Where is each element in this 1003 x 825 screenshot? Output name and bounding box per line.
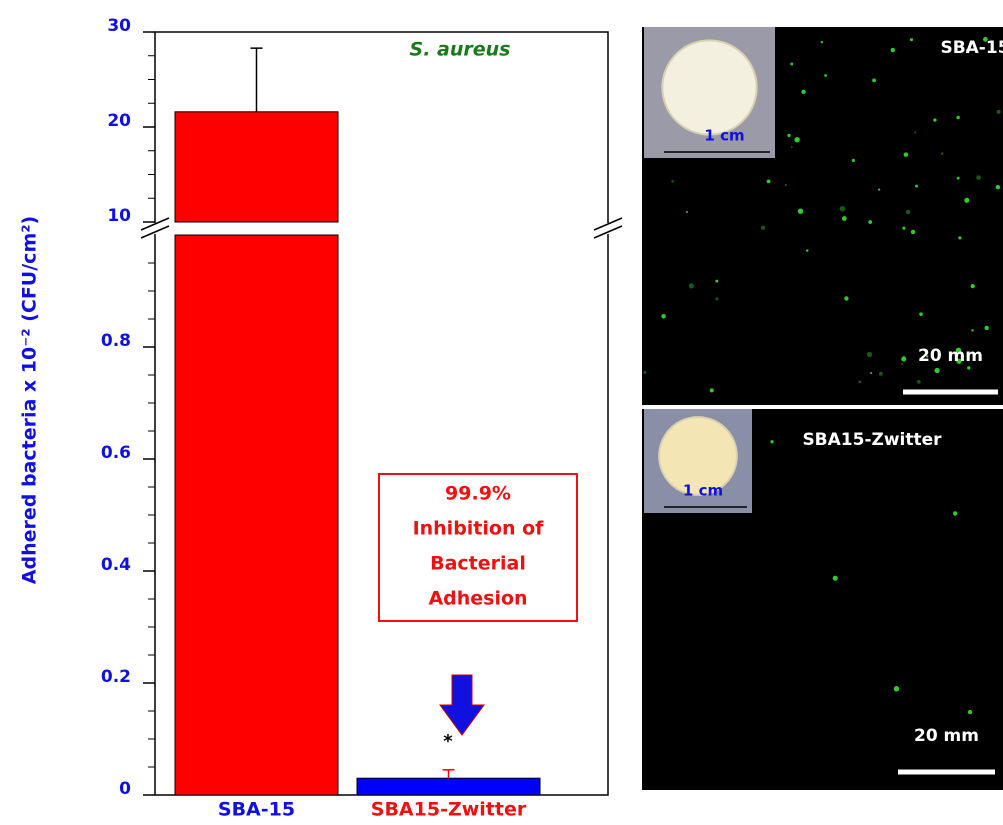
fluorescent-dot <box>821 41 823 43</box>
fluorescent-dot <box>902 227 905 230</box>
fluorescent-dot <box>906 210 910 214</box>
fluorescent-dot <box>933 118 936 121</box>
fluorescent-dot <box>919 312 923 316</box>
fluorescent-dot <box>686 211 688 213</box>
y-tick-label: 0 <box>119 779 131 799</box>
fluorescent-dot <box>910 38 913 41</box>
fluorescent-dot <box>867 352 872 357</box>
fluorescent-dot <box>901 357 906 362</box>
fluorescent-dot <box>872 78 876 82</box>
y-tick-label: 0.6 <box>101 443 131 463</box>
fluorescent-dot <box>715 297 718 300</box>
fluorescent-dot <box>643 371 646 374</box>
fluorescent-dot <box>761 226 765 230</box>
fluorescent-dot <box>844 296 848 300</box>
y-tick-label: 0.2 <box>101 667 131 687</box>
inset-scale-label: 1 cm <box>683 482 723 500</box>
annotation-text: Bacterial <box>430 553 526 575</box>
bar <box>357 778 540 795</box>
fluorescent-dot <box>879 372 883 376</box>
scale-bar-label: 20 mm <box>914 726 979 746</box>
inset-scale-label: 1 cm <box>704 127 744 145</box>
scale-bar-label: 20 mm <box>918 346 983 366</box>
fluorescent-dot <box>904 152 909 157</box>
y-tick-label: 0.4 <box>101 555 131 575</box>
bar <box>175 112 338 222</box>
fluorescent-dot <box>767 180 771 184</box>
figure: S. aureus Adhered bacteria x 10⁻² (CFU/c… <box>0 0 1003 825</box>
fluorescent-dot <box>770 440 773 443</box>
fluorescent-dot <box>953 511 957 515</box>
fluorescent-dot <box>894 686 899 691</box>
fluorescent-dot <box>870 372 872 374</box>
fluorescent-dot <box>868 220 872 224</box>
fluorescent-dot <box>806 249 808 251</box>
fluorescent-dot <box>964 198 969 203</box>
sample-disk <box>662 40 756 134</box>
significance-mark: * <box>443 731 453 752</box>
annotation-text: Inhibition of <box>413 518 545 540</box>
fluorescent-dot <box>934 368 939 373</box>
fluorescent-dot <box>790 63 793 66</box>
fluorescent-dot <box>971 329 973 331</box>
y-axis-label: Adhered bacteria x 10⁻² (CFU/cm²) <box>19 216 41 584</box>
fluorescent-dot <box>661 314 666 319</box>
fluorescent-dot <box>941 152 944 155</box>
fluorescent-dot <box>997 110 1001 114</box>
fluorescent-dot <box>794 137 799 142</box>
axis-break-gap <box>135 223 628 234</box>
x-tick-label: SBA-15 <box>218 799 295 821</box>
y-tick-label: 30 <box>107 16 131 36</box>
fluorescent-dot <box>914 131 916 133</box>
fluorescent-dot <box>840 206 846 212</box>
fluorescent-dot <box>968 710 972 714</box>
fluorescent-dot <box>917 380 921 384</box>
fluorescent-dot <box>984 326 988 330</box>
y-tick-label: 0.8 <box>101 331 131 351</box>
fluorescent-dot <box>852 159 855 162</box>
bar <box>175 235 338 795</box>
fluorescent-dot <box>671 180 674 183</box>
fluorescent-dot <box>967 366 970 369</box>
fluorescent-dot <box>901 363 903 365</box>
fluorescent-dot <box>833 576 838 581</box>
image-label: SBA-15 <box>940 38 1003 58</box>
fluorescent-dot <box>801 90 805 94</box>
fluorescent-dot <box>710 388 714 392</box>
fluorescent-dot <box>689 283 694 288</box>
fluorescent-dot <box>958 236 961 239</box>
y-tick-label: 20 <box>107 111 131 131</box>
y-tick-label: 10 <box>107 206 131 226</box>
fluorescent-dot <box>824 74 827 77</box>
fluorescent-dot <box>842 216 847 221</box>
fluorescent-dot <box>715 280 718 283</box>
fluorescent-dot <box>915 185 918 188</box>
annotation-text: 99.9% <box>445 483 511 505</box>
fluorescent-dot <box>878 189 880 191</box>
fluorescent-dot <box>891 48 895 52</box>
arrow <box>440 675 484 735</box>
fluorescent-dot <box>956 116 959 119</box>
fluorescent-dot <box>858 380 861 383</box>
fluorescent-dot <box>785 184 787 186</box>
annotation-text: Adhesion <box>428 588 527 610</box>
fluorescent-dot <box>976 175 981 180</box>
fluorescent-dot <box>791 146 793 148</box>
chart-title: S. aureus <box>410 39 511 61</box>
fluorescent-dot <box>971 284 975 288</box>
fluorescent-dot <box>798 208 803 213</box>
fluorescent-dot <box>911 230 915 234</box>
x-tick-label: SBA15-Zwitter <box>371 799 527 821</box>
fluorescent-dot <box>957 177 960 180</box>
image-label: SBA15-Zwitter <box>802 430 942 450</box>
fluorescent-dot <box>787 134 790 137</box>
fluorescent-dot <box>996 185 1000 189</box>
